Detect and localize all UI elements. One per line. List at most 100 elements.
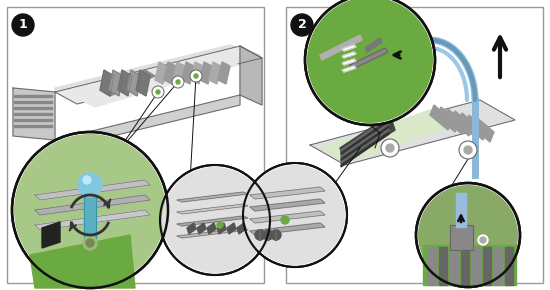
Polygon shape	[342, 59, 356, 65]
Polygon shape	[127, 70, 141, 96]
Circle shape	[172, 76, 184, 88]
Circle shape	[307, 0, 433, 123]
Polygon shape	[472, 117, 494, 142]
Polygon shape	[472, 247, 480, 285]
Text: 1: 1	[19, 19, 28, 32]
Polygon shape	[450, 247, 458, 285]
Polygon shape	[342, 66, 356, 72]
Circle shape	[78, 173, 102, 197]
Circle shape	[386, 144, 394, 152]
Polygon shape	[340, 115, 395, 163]
Polygon shape	[437, 107, 459, 132]
Polygon shape	[250, 187, 325, 199]
Polygon shape	[14, 119, 52, 121]
Polygon shape	[350, 48, 388, 69]
Polygon shape	[227, 223, 236, 234]
Polygon shape	[14, 113, 52, 115]
Circle shape	[464, 146, 472, 154]
Polygon shape	[250, 211, 325, 223]
Polygon shape	[35, 210, 150, 230]
Circle shape	[86, 239, 94, 247]
Polygon shape	[310, 100, 515, 165]
Polygon shape	[320, 110, 455, 163]
Circle shape	[305, 0, 435, 125]
Polygon shape	[250, 199, 325, 211]
Polygon shape	[55, 46, 262, 104]
Polygon shape	[250, 223, 325, 235]
Polygon shape	[218, 62, 230, 84]
Circle shape	[459, 141, 477, 159]
Polygon shape	[428, 247, 436, 285]
Circle shape	[255, 230, 265, 240]
Polygon shape	[209, 62, 221, 84]
Polygon shape	[75, 55, 238, 107]
Circle shape	[83, 236, 97, 250]
Polygon shape	[14, 95, 52, 97]
Text: 2: 2	[298, 19, 306, 32]
Circle shape	[281, 216, 289, 224]
Circle shape	[478, 235, 488, 245]
Polygon shape	[118, 70, 132, 96]
Polygon shape	[320, 35, 362, 60]
Circle shape	[217, 222, 223, 228]
Circle shape	[190, 70, 202, 82]
Circle shape	[245, 165, 345, 265]
Polygon shape	[182, 62, 194, 84]
Circle shape	[12, 14, 34, 36]
Circle shape	[194, 74, 198, 78]
Circle shape	[12, 132, 168, 288]
Polygon shape	[207, 223, 216, 234]
Polygon shape	[342, 52, 356, 58]
Bar	[7, 7, 264, 283]
Polygon shape	[237, 223, 246, 234]
Polygon shape	[505, 247, 513, 285]
Bar	[286, 7, 543, 283]
Polygon shape	[341, 120, 389, 155]
Polygon shape	[55, 45, 260, 100]
Polygon shape	[450, 225, 473, 250]
Polygon shape	[109, 70, 123, 96]
Polygon shape	[494, 247, 502, 285]
Circle shape	[14, 134, 166, 286]
Polygon shape	[14, 101, 52, 103]
Polygon shape	[341, 126, 389, 161]
Polygon shape	[100, 70, 155, 96]
Polygon shape	[423, 245, 516, 285]
Polygon shape	[177, 228, 248, 238]
Circle shape	[291, 14, 313, 36]
Polygon shape	[483, 247, 491, 285]
Polygon shape	[444, 109, 466, 134]
Polygon shape	[341, 129, 389, 164]
Polygon shape	[191, 62, 203, 84]
Polygon shape	[240, 46, 262, 105]
Polygon shape	[461, 247, 469, 285]
Polygon shape	[155, 62, 167, 84]
Circle shape	[83, 176, 91, 184]
Circle shape	[156, 90, 160, 94]
Polygon shape	[136, 70, 150, 96]
Polygon shape	[341, 117, 389, 152]
Polygon shape	[164, 62, 176, 84]
Circle shape	[243, 163, 347, 267]
Polygon shape	[177, 204, 248, 214]
Polygon shape	[177, 192, 248, 202]
Circle shape	[416, 183, 520, 287]
Circle shape	[176, 80, 180, 84]
Circle shape	[418, 185, 518, 285]
Polygon shape	[187, 223, 196, 234]
Circle shape	[271, 230, 281, 240]
Polygon shape	[465, 115, 487, 140]
Polygon shape	[55, 95, 240, 150]
Polygon shape	[100, 70, 114, 96]
Polygon shape	[458, 113, 480, 138]
Polygon shape	[173, 62, 185, 84]
Polygon shape	[177, 216, 248, 226]
Polygon shape	[14, 107, 52, 109]
Polygon shape	[456, 193, 466, 227]
Circle shape	[480, 237, 486, 243]
Polygon shape	[341, 132, 389, 167]
Circle shape	[263, 230, 273, 240]
Circle shape	[152, 86, 164, 98]
Polygon shape	[430, 105, 452, 130]
Polygon shape	[35, 195, 150, 215]
